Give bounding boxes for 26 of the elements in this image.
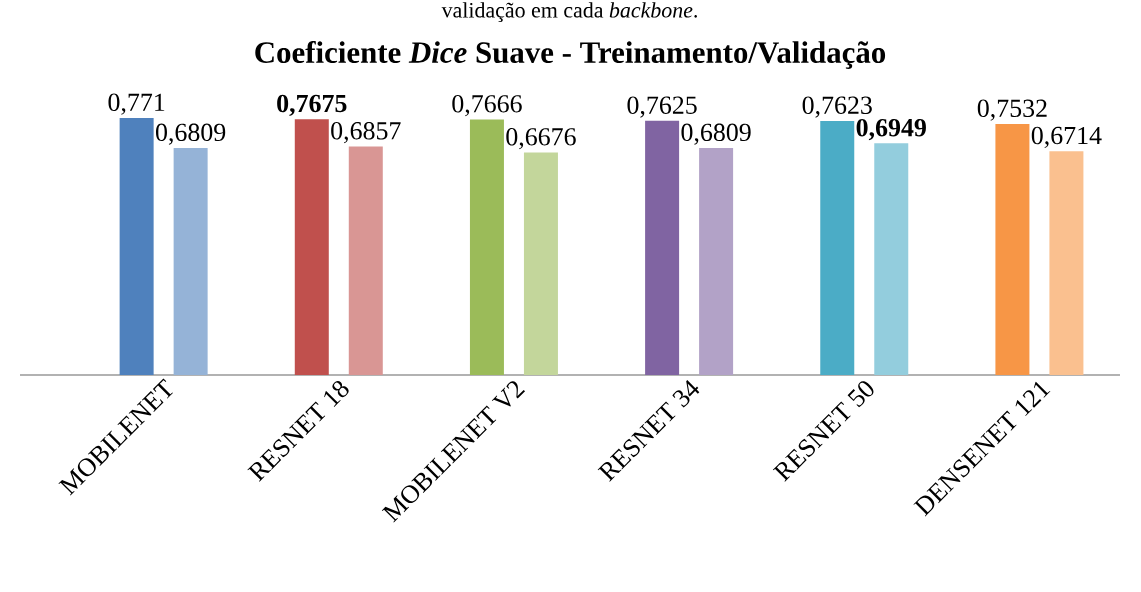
bar xyxy=(874,143,909,375)
bar xyxy=(173,148,208,375)
data-label: 0,7625 xyxy=(627,96,697,118)
text: validação em cada backbone. xyxy=(441,2,697,23)
data-label: 0,6676 xyxy=(506,128,576,150)
bar xyxy=(348,146,383,375)
chart-title: Coeficiente Dice Suave - Treinamento/Validação xyxy=(255,40,886,70)
data-label: 0,771 xyxy=(108,93,165,115)
data-label: 0,6714 xyxy=(1031,126,1102,148)
bar xyxy=(469,119,504,375)
bar xyxy=(119,118,154,375)
data-label: 0,7623 xyxy=(802,96,872,118)
data-label: 0,7532 xyxy=(977,99,1047,121)
bar xyxy=(523,152,558,375)
bar xyxy=(820,120,855,375)
data-label: 0,6857 xyxy=(331,122,401,144)
data-label: 0,7675 xyxy=(277,94,347,116)
bar xyxy=(1049,151,1084,375)
data-label: 0,6809 xyxy=(156,123,226,145)
bar xyxy=(995,123,1030,375)
data-label: 0,6809 xyxy=(681,123,751,145)
bar xyxy=(294,119,329,375)
bar xyxy=(699,148,734,375)
bar xyxy=(645,120,680,375)
data-label: 0,6949 xyxy=(856,118,926,141)
data-label: 0,7666 xyxy=(452,95,522,117)
